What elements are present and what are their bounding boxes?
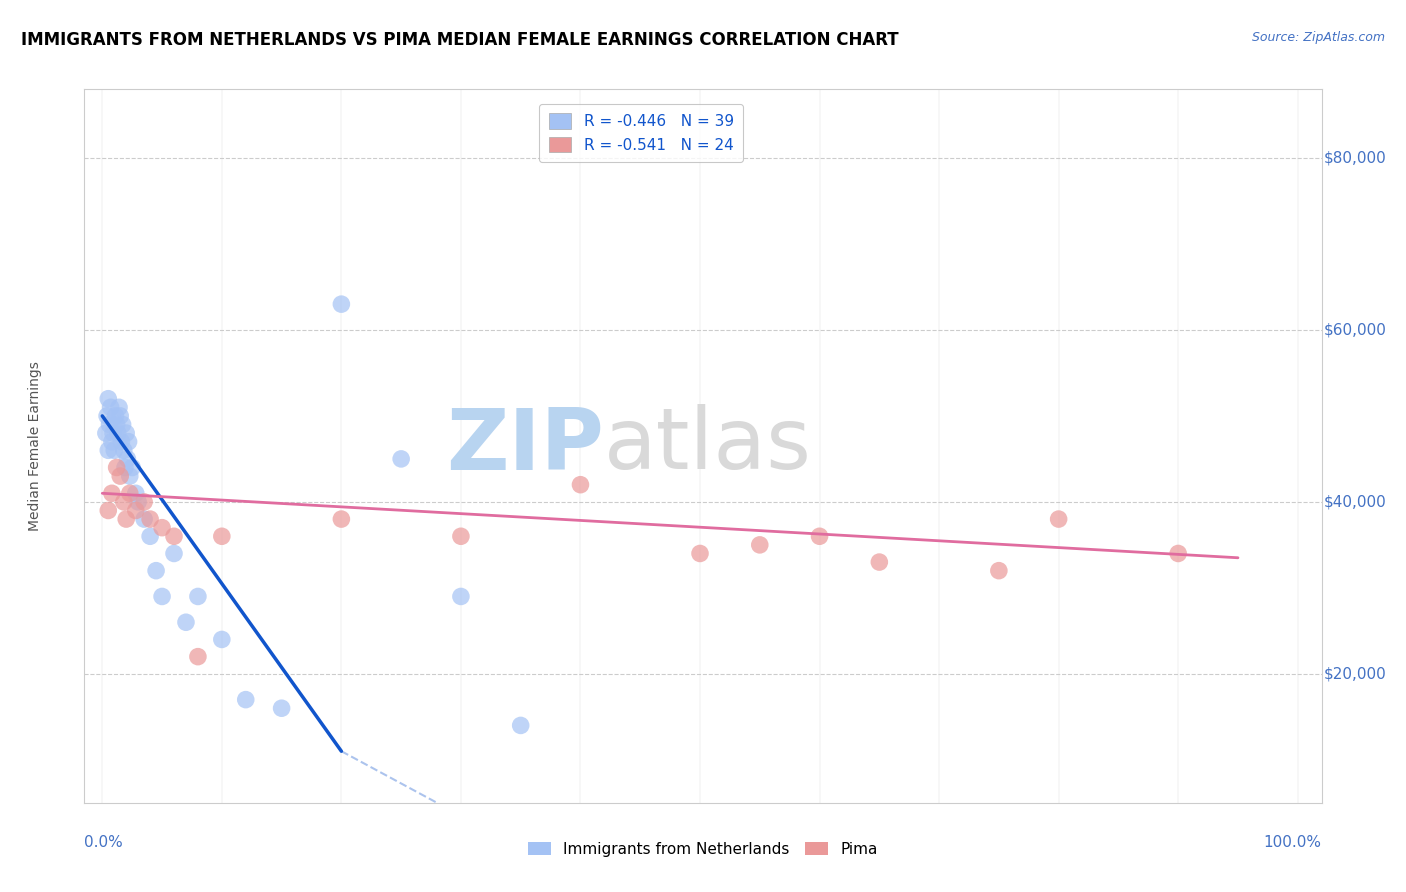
- Point: [125, 503, 148, 517]
- Point: [150, 590, 173, 604]
- Point: [868, 555, 890, 569]
- Point: [125, 486, 148, 500]
- Point: [107, 426, 129, 441]
- Text: atlas: atlas: [605, 404, 813, 488]
- Point: [450, 529, 472, 543]
- Point: [689, 546, 711, 560]
- Point: [330, 297, 353, 311]
- Point: [110, 469, 132, 483]
- Point: [127, 495, 149, 509]
- Point: [270, 701, 292, 715]
- Text: Source: ZipAtlas.com: Source: ZipAtlas.com: [1251, 31, 1385, 45]
- Point: [104, 409, 127, 423]
- Text: 0.0%: 0.0%: [84, 835, 124, 850]
- Point: [187, 590, 209, 604]
- Point: [187, 649, 209, 664]
- Point: [211, 632, 233, 647]
- Point: [108, 401, 131, 415]
- Point: [105, 460, 128, 475]
- Point: [118, 469, 141, 483]
- Point: [389, 451, 412, 466]
- Point: [987, 564, 1010, 578]
- Legend: Immigrants from Netherlands, Pima: Immigrants from Netherlands, Pima: [522, 836, 884, 863]
- Point: [103, 443, 125, 458]
- Point: [101, 426, 124, 441]
- Point: [150, 521, 173, 535]
- Text: $80,000: $80,000: [1324, 151, 1386, 166]
- Point: [101, 486, 124, 500]
- Point: [211, 529, 233, 543]
- Point: [105, 417, 128, 432]
- Text: Median Female Earnings: Median Female Earnings: [28, 361, 42, 531]
- Point: [1167, 546, 1189, 560]
- Point: [748, 538, 770, 552]
- Point: [100, 401, 122, 415]
- Point: [97, 503, 120, 517]
- Text: $60,000: $60,000: [1324, 322, 1386, 337]
- Text: $20,000: $20,000: [1324, 666, 1386, 681]
- Text: IMMIGRANTS FROM NETHERLANDS VS PIMA MEDIAN FEMALE EARNINGS CORRELATION CHART: IMMIGRANTS FROM NETHERLANDS VS PIMA MEDI…: [21, 31, 898, 49]
- Point: [235, 692, 257, 706]
- Point: [117, 451, 139, 466]
- Text: 100.0%: 100.0%: [1264, 835, 1322, 850]
- Point: [94, 426, 117, 441]
- Text: $40,000: $40,000: [1324, 494, 1386, 509]
- Point: [163, 529, 186, 543]
- Point: [96, 409, 118, 423]
- Point: [114, 460, 136, 475]
- Point: [174, 615, 197, 630]
- Point: [569, 477, 592, 491]
- Point: [145, 564, 167, 578]
- Point: [112, 443, 135, 458]
- Point: [110, 409, 132, 423]
- Point: [101, 434, 124, 449]
- Point: [115, 512, 138, 526]
- Point: [139, 512, 162, 526]
- Point: [121, 460, 143, 475]
- Point: [509, 718, 531, 732]
- Point: [134, 512, 156, 526]
- Point: [111, 417, 134, 432]
- Point: [330, 512, 353, 526]
- Text: ZIP: ZIP: [446, 404, 605, 488]
- Point: [163, 546, 186, 560]
- Point: [450, 590, 472, 604]
- Point: [117, 434, 139, 449]
- Point: [98, 417, 121, 432]
- Point: [134, 495, 156, 509]
- Point: [110, 434, 132, 449]
- Point: [1047, 512, 1070, 526]
- Point: [115, 426, 138, 441]
- Point: [808, 529, 831, 543]
- Point: [139, 529, 162, 543]
- Point: [97, 443, 120, 458]
- Point: [97, 392, 120, 406]
- Point: [118, 486, 141, 500]
- Point: [112, 495, 135, 509]
